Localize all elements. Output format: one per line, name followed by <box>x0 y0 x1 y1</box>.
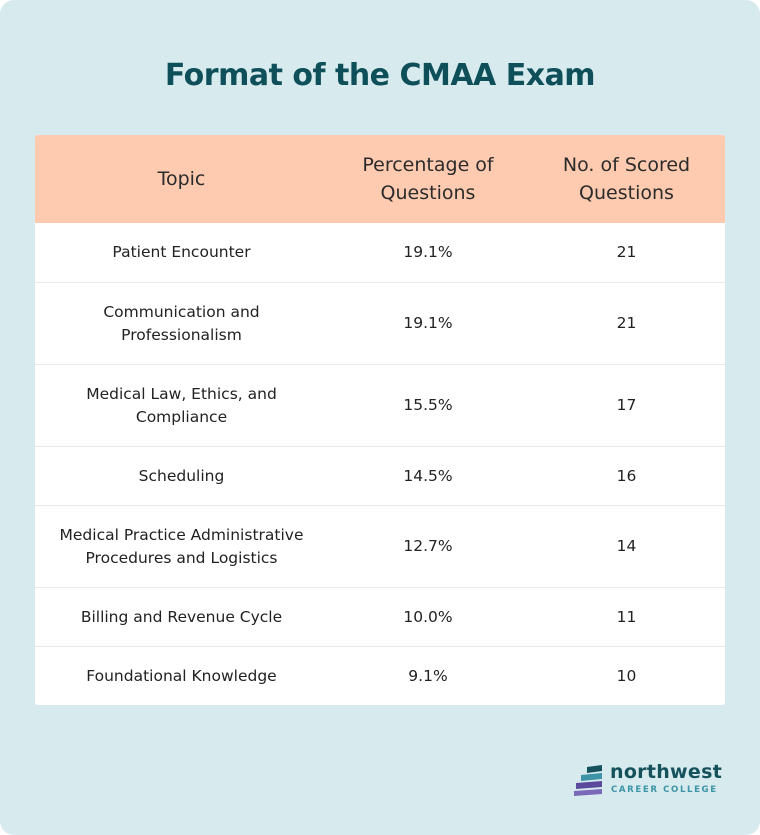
table-row: Foundational Knowledge 9.1% 10 <box>35 646 725 705</box>
header-topic: Topic <box>157 168 206 190</box>
cell-percentage: 14.5% <box>403 466 453 485</box>
table-row: Patient Encounter 19.1% 21 <box>35 223 725 282</box>
cell-percentage: 9.1% <box>408 666 448 685</box>
cell-topic: Communication and Professionalism <box>103 302 260 344</box>
table-row: Billing and Revenue Cycle 10.0% 11 <box>35 587 725 646</box>
table-header: Topic Percentage of Questions No. of Sco… <box>35 135 725 223</box>
cell-topic: Patient Encounter <box>112 243 251 261</box>
logo-wordmark: northwest <box>610 761 723 783</box>
cell-topic: Medical Law, Ethics, and Compliance <box>86 384 277 426</box>
cell-scored: 21 <box>616 243 637 261</box>
table-row: Communication and Professionalism 19.1% … <box>35 282 725 364</box>
cell-scored: 21 <box>616 314 637 332</box>
cell-percentage: 19.1% <box>403 314 453 332</box>
cell-topic: Billing and Revenue Cycle <box>80 607 283 626</box>
header-percentage: Percentage of Questions <box>362 154 494 204</box>
cell-scored: 11 <box>616 607 637 626</box>
cell-scored: 16 <box>616 466 637 485</box>
cell-percentage: 10.0% <box>403 607 453 626</box>
cell-percentage: 19.1% <box>403 243 453 261</box>
stacked-stripes-logo-icon <box>574 765 602 796</box>
cell-scored: 14 <box>616 537 637 555</box>
page-title: Format of the CMAA Exam <box>164 58 596 93</box>
cell-percentage: 15.5% <box>403 396 453 414</box>
logo-subtitle: CAREER COLLEGE <box>611 785 718 795</box>
cell-percentage: 12.7% <box>403 537 453 555</box>
table-row: Scheduling 14.5% 16 <box>35 446 725 505</box>
cell-scored: 17 <box>616 396 637 414</box>
cell-topic: Medical Practice Administrative Procedur… <box>59 525 304 567</box>
header-scored-questions: No. of Scored Questions <box>562 154 691 204</box>
table-row: Medical Practice Administrative Procedur… <box>35 505 725 587</box>
cell-topic: Scheduling <box>138 466 225 485</box>
northwest-career-college-logo: northwest CAREER COLLEGE <box>574 761 724 799</box>
exam-format-table: Topic Percentage of Questions No. of Sco… <box>35 135 725 705</box>
cell-topic: Foundational Knowledge <box>86 666 277 685</box>
table-row: Medical Law, Ethics, and Compliance 15.5… <box>35 364 725 446</box>
cell-scored: 10 <box>616 666 637 685</box>
